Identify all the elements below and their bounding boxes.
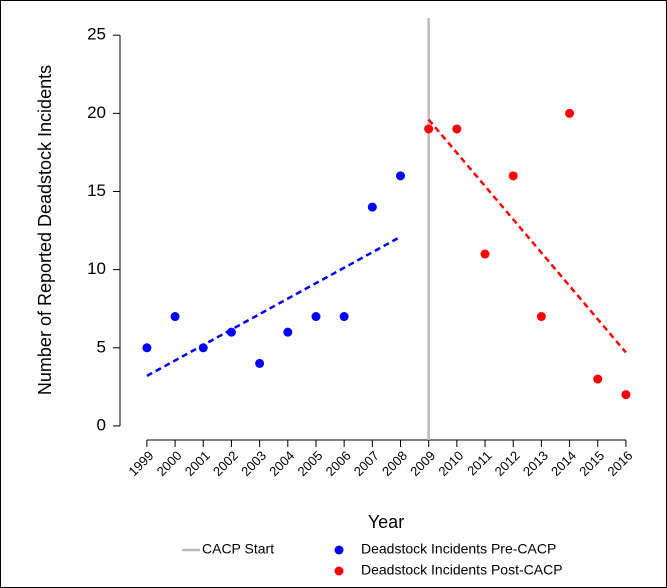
y-tick-label: 25 — [87, 25, 106, 44]
data-point — [395, 171, 405, 181]
data-point — [283, 327, 293, 337]
y-tick-label: 20 — [87, 103, 106, 122]
x-axis-title: Year — [368, 512, 404, 532]
data-point — [536, 312, 546, 322]
y-tick-label: 5 — [97, 337, 106, 356]
data-point — [339, 312, 349, 322]
data-point — [480, 249, 490, 259]
trend-line — [146, 235, 402, 378]
legend-label: Deadstock Incidents Post-CACP — [361, 562, 563, 578]
data-point — [142, 343, 152, 353]
data-point — [565, 108, 575, 118]
legend-label: CACP Start — [202, 541, 274, 557]
data-point — [255, 358, 265, 368]
y-tick-label: 0 — [97, 415, 106, 434]
legend-marker — [334, 545, 344, 555]
y-axis-title: Number of Reported Deadstock Incidents — [35, 65, 55, 395]
data-point — [311, 312, 321, 322]
data-point — [621, 390, 631, 400]
legend-label: Deadstock Incidents Pre-CACP — [361, 541, 556, 557]
data-point — [593, 374, 603, 384]
y-tick-label: 10 — [87, 259, 106, 278]
data-point — [452, 124, 462, 134]
data-point — [424, 124, 434, 134]
data-point — [367, 202, 377, 212]
data-point — [170, 312, 180, 322]
trend-line — [427, 118, 627, 354]
legend-marker — [334, 566, 344, 576]
y-tick-label: 15 — [87, 181, 106, 200]
data-point — [226, 327, 236, 337]
data-point — [198, 343, 208, 353]
data-point — [508, 171, 518, 181]
